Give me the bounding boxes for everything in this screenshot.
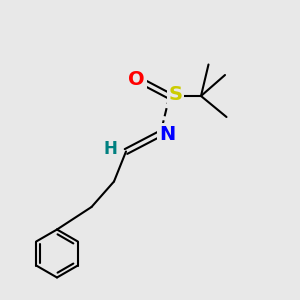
Text: O: O: [128, 70, 145, 89]
Text: H: H: [103, 140, 117, 158]
Text: S: S: [169, 85, 182, 104]
Text: N: N: [159, 125, 175, 144]
